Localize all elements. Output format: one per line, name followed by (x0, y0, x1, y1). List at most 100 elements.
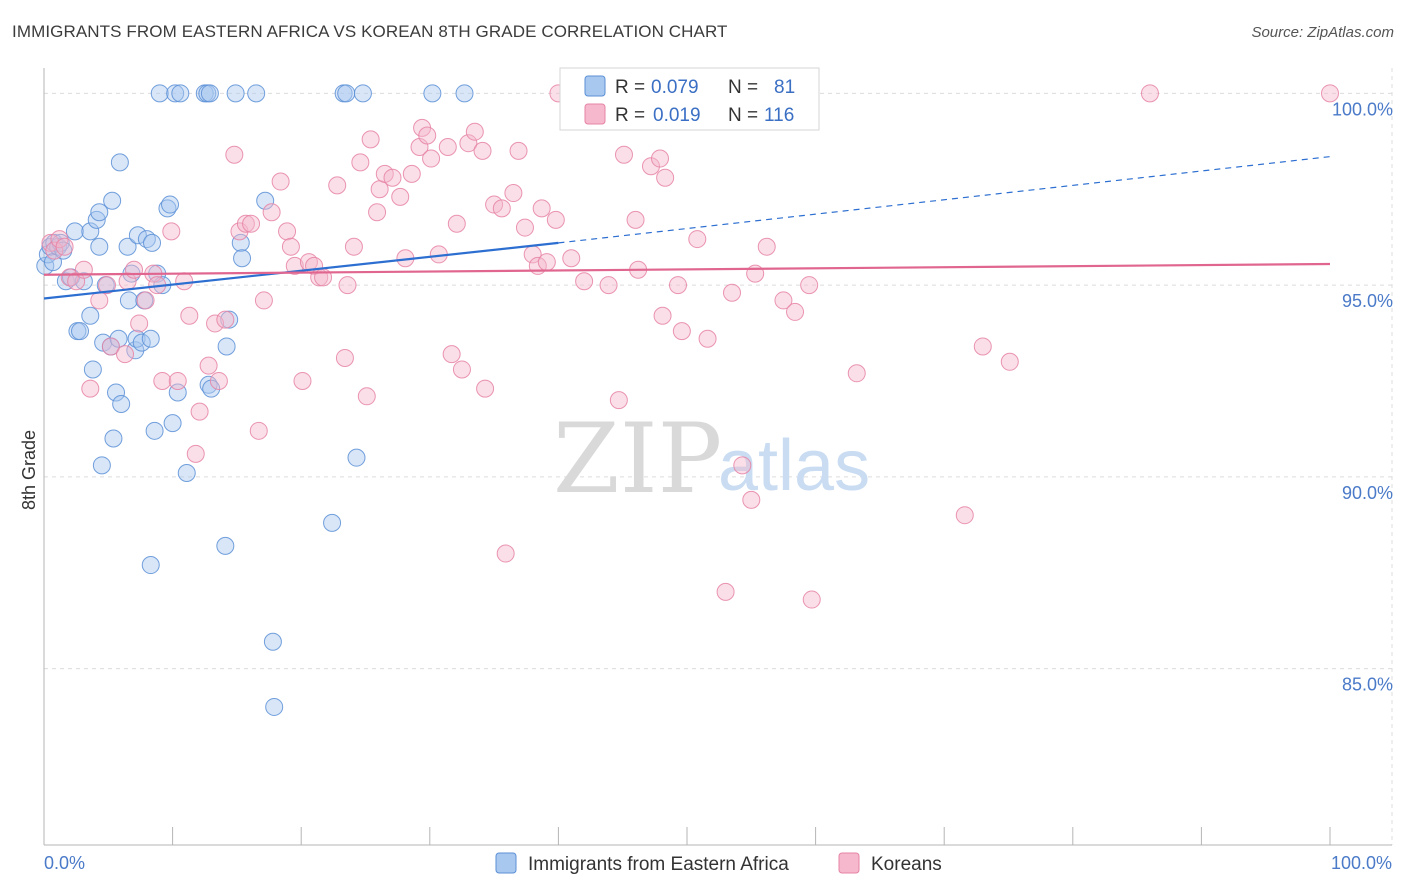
data-point-pink (716, 582, 735, 601)
legend-n-label-pink: N = (728, 105, 758, 126)
trend-layer (43, 156, 1331, 300)
data-point-pink (442, 345, 461, 364)
data-point-pink (262, 203, 281, 222)
data-point-pink (562, 249, 581, 268)
data-point-pink (418, 126, 437, 145)
data-point-pink (130, 314, 149, 333)
data-point-pink (688, 230, 707, 249)
data-point-blue (81, 306, 100, 325)
data-point-pink (1321, 84, 1339, 103)
data-point-pink (116, 345, 135, 364)
legend-swatch-pink (584, 103, 606, 125)
data-point-pink (278, 222, 297, 241)
data-point-pink (650, 149, 669, 168)
data-point-pink (90, 291, 109, 310)
data-point-blue (247, 84, 266, 103)
data-point-blue (220, 310, 239, 329)
data-point-pink (98, 276, 117, 295)
data-point-pink (236, 214, 255, 233)
top-legend: R = 0.079 N = 81 R = 0.019 N = 116 (559, 67, 820, 131)
data-point-blue (103, 191, 122, 210)
data-point-pink (209, 371, 228, 390)
data-point-blue (200, 84, 219, 103)
data-point-pink (175, 272, 194, 291)
data-point-blue (337, 84, 356, 103)
trendline-blue-dashed (558, 156, 1331, 244)
data-point-pink (973, 337, 992, 356)
data-point-pink (656, 168, 675, 187)
x-tick-label-max: 100.0% (1331, 853, 1392, 873)
trendline-pink (43, 262, 1331, 276)
data-point-pink (344, 237, 363, 256)
labels-layer: 85.0% 90.0% 95.0% 100.0% 0.0% 100.0% (44, 99, 1393, 873)
data-point-blue (323, 513, 342, 532)
data-point-pink (162, 222, 181, 241)
data-point-pink (136, 291, 155, 310)
data-point-pink (653, 306, 672, 325)
data-point-pink (422, 149, 441, 168)
data-point-pink (186, 444, 205, 463)
data-point-pink (496, 544, 515, 563)
data-point-pink (335, 348, 354, 367)
data-point-blue (143, 233, 162, 252)
data-point-pink (1140, 84, 1159, 103)
chart-title: IMMIGRANTS FROM EASTERN AFRICA VS KOREAN… (12, 22, 728, 41)
data-point-blue (118, 237, 137, 256)
legend-r-value-pink: 0.019 (653, 105, 701, 126)
data-point-pink (199, 356, 218, 375)
data-point-blue (265, 697, 284, 716)
data-point-pink (532, 199, 551, 218)
y-tick-label: 90.0% (1342, 483, 1393, 503)
data-point-pink (271, 172, 290, 191)
legend-n-value-blue: 81 (774, 77, 795, 98)
data-point-blue (119, 291, 138, 310)
watermark-zip: ZIP (553, 403, 722, 515)
legend-r-label-pink: R = (615, 105, 645, 126)
data-point-blue (455, 84, 474, 103)
data-point-blue (263, 632, 282, 651)
data-point-blue (65, 222, 84, 241)
y-tick-label: 85.0% (1342, 675, 1393, 695)
data-point-blue (166, 84, 185, 103)
data-point-blue (126, 341, 145, 360)
data-point-pink (742, 490, 761, 509)
data-point-pink (125, 260, 144, 279)
data-point-pink (698, 329, 717, 348)
data-point-blue (163, 414, 182, 433)
data-point-pink (723, 283, 742, 302)
data-point-blue (145, 421, 164, 440)
bottom-legend-label-pink: Koreans (871, 854, 942, 875)
data-point-blue (226, 84, 245, 103)
data-point-blue (112, 394, 131, 413)
data-point-pink (55, 237, 74, 256)
legend-n-label-blue: N = (728, 77, 758, 98)
y-tick-label: 95.0% (1342, 291, 1393, 311)
data-point-pink (281, 237, 300, 256)
y-tick-label: 100.0% (1332, 99, 1393, 119)
data-point-pink (391, 187, 410, 206)
data-point-blue (141, 556, 160, 575)
data-point-pink (746, 264, 765, 283)
data-point-pink (242, 214, 261, 233)
data-point-blue (347, 448, 366, 467)
data-point-pink (515, 218, 534, 237)
series-pink (41, 84, 1339, 609)
bottom-legend-swatch-blue (495, 852, 517, 874)
data-point-blue (150, 84, 169, 103)
data-point-pink (609, 391, 628, 410)
data-point-pink (190, 402, 209, 421)
data-point-pink (254, 291, 273, 310)
data-point-pink (537, 253, 556, 272)
data-point-blue (90, 237, 109, 256)
data-point-pink (641, 157, 660, 176)
data-point-pink (338, 276, 357, 295)
data-point-pink (45, 241, 64, 260)
data-point-pink (757, 237, 776, 256)
data-point-blue (71, 322, 90, 341)
data-point-blue (202, 379, 221, 398)
data-point-pink (153, 371, 172, 390)
data-point-pink (447, 214, 466, 233)
data-point-pink (575, 272, 594, 291)
data-point-pink (614, 145, 633, 164)
